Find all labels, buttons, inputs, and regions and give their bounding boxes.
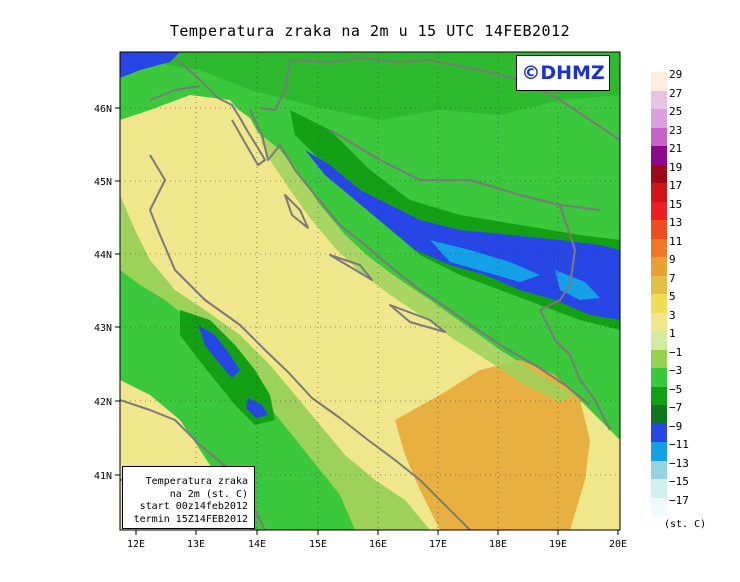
info-line: start 00z14feb2012 — [139, 501, 248, 512]
x-tick-label: 16E — [369, 539, 387, 550]
legend-swatch — [651, 349, 667, 368]
legend-swatch — [651, 405, 667, 424]
plot-frame — [119, 51, 621, 531]
legend-label: 1 — [669, 327, 676, 340]
legend-swatch — [651, 331, 667, 350]
legend-label: −1 — [669, 345, 683, 359]
x-tick-label: 13E — [187, 539, 205, 550]
legend-label: −13 — [669, 456, 689, 470]
legend-label: 5 — [669, 290, 676, 303]
legend-label: −7 — [669, 401, 683, 414]
legend-label: 19 — [669, 160, 683, 174]
graticule — [120, 52, 620, 530]
legend-label: 17 — [669, 179, 683, 192]
legend-label: −5 — [669, 382, 683, 396]
dhmz-watermark: ©DHMZ — [516, 55, 610, 91]
legend-label: 3 — [669, 308, 676, 322]
x-ticks — [135, 530, 619, 535]
map-field — [120, 52, 620, 530]
legend-swatch — [651, 220, 667, 239]
legend-swatch — [651, 201, 667, 220]
legend-label: 27 — [669, 86, 683, 100]
legend-label: −17 — [669, 493, 689, 507]
info-line: na 2m (st. C) — [169, 488, 248, 500]
legend-label: −3 — [669, 364, 683, 377]
legend-swatch — [651, 238, 667, 257]
legend-label: −15 — [669, 475, 689, 488]
legend-label: 23 — [669, 123, 683, 137]
x-tick-labels: 12E 13E 14E 15E 16E 17E 18E 19E 20E — [127, 539, 627, 550]
x-tick-label: 20E — [609, 539, 627, 550]
legend-label: 11 — [669, 234, 683, 248]
legend-swatch — [651, 442, 667, 461]
legend-swatch — [651, 164, 667, 183]
y-tick-label: 46N — [94, 104, 112, 115]
legend-swatch — [651, 127, 667, 146]
legend-label: 15 — [669, 197, 683, 211]
legend-swatch — [651, 146, 667, 165]
legend-swatch — [651, 312, 667, 331]
legend-label: 9 — [669, 253, 676, 266]
legend-swatch — [651, 386, 667, 405]
y-tick-label: 41N — [94, 471, 112, 482]
legend-units: (st. C) — [664, 519, 707, 530]
x-tick-label: 14E — [248, 539, 266, 550]
south-adriatic — [395, 360, 590, 530]
y-tick-label: 45N — [94, 177, 112, 188]
legend-swatch — [651, 479, 667, 498]
dinaric-cold-band — [305, 150, 620, 320]
y-tick-label: 42N — [94, 397, 112, 408]
x-tick-label: 17E — [429, 539, 447, 550]
legend-label: 13 — [669, 216, 683, 229]
legend-label: 7 — [669, 271, 676, 285]
legend-swatch — [651, 90, 667, 109]
legend-swatch — [651, 460, 667, 479]
info-box: Temperatura zraka na 2m (st. C) start 00… — [122, 466, 255, 529]
x-tick-label: 18E — [489, 539, 507, 550]
legend-label: −11 — [669, 438, 689, 451]
legend-swatch — [651, 183, 667, 202]
y-tick-label: 44N — [94, 250, 112, 261]
legend-swatch — [651, 275, 667, 294]
coastlines-borders — [120, 57, 620, 530]
y-ticks — [115, 107, 120, 476]
legend-swatch — [651, 72, 667, 91]
y-tick-labels: 46N 45N 44N 43N 42N 41N — [94, 104, 112, 482]
legend-swatch — [651, 423, 667, 442]
x-tick-label: 12E — [127, 539, 145, 550]
legend-label: 29 — [669, 68, 683, 81]
info-line: termin 15Z14FEB2012 — [133, 513, 248, 525]
legend-swatch — [651, 257, 667, 276]
x-tick-label: 15E — [309, 539, 327, 550]
legend-label: 25 — [669, 105, 683, 118]
map-title: Temperatura zraka na 2m u 15 UTC 14FEB20… — [169, 22, 571, 40]
legend-swatch — [651, 294, 667, 313]
x-tick-label: 19E — [549, 539, 567, 550]
legend-label: 21 — [669, 142, 683, 155]
legend-swatch — [651, 109, 667, 128]
legend-label: −9 — [669, 419, 683, 433]
legend-swatch — [651, 368, 667, 387]
info-line: Temperatura zraka — [145, 476, 248, 487]
legend-swatch — [651, 497, 667, 516]
y-tick-label: 43N — [94, 323, 112, 334]
